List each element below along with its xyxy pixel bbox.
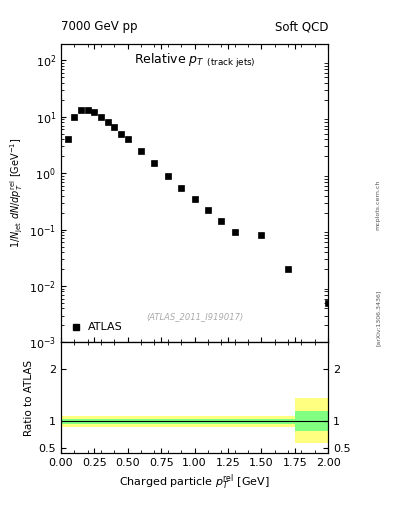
Text: 7000 GeV pp: 7000 GeV pp bbox=[61, 20, 138, 33]
Text: mcplots.cern.ch: mcplots.cern.ch bbox=[376, 180, 380, 230]
Y-axis label: Ratio to ATLAS: Ratio to ATLAS bbox=[24, 360, 34, 436]
X-axis label: Charged particle $p_T^{\mathrm{rel}}$ [GeV]: Charged particle $p_T^{\mathrm{rel}}$ [G… bbox=[119, 472, 270, 492]
Text: [arXiv:1306.3436]: [arXiv:1306.3436] bbox=[376, 289, 380, 346]
Text: Relative $p_T$ $_{(\mathrm{track\ jets})}$: Relative $p_T$ $_{(\mathrm{track\ jets})… bbox=[134, 53, 255, 71]
Text: (ATLAS_2011_I919017): (ATLAS_2011_I919017) bbox=[146, 312, 243, 322]
Legend: ATLAS: ATLAS bbox=[66, 318, 127, 337]
Text: Soft QCD: Soft QCD bbox=[275, 20, 328, 33]
Y-axis label: $1/N_\mathrm{jet}\ dN/dp_T^\mathrm{rel}\ [\mathrm{GeV}^{-1}]$: $1/N_\mathrm{jet}\ dN/dp_T^\mathrm{rel}\… bbox=[8, 138, 25, 248]
